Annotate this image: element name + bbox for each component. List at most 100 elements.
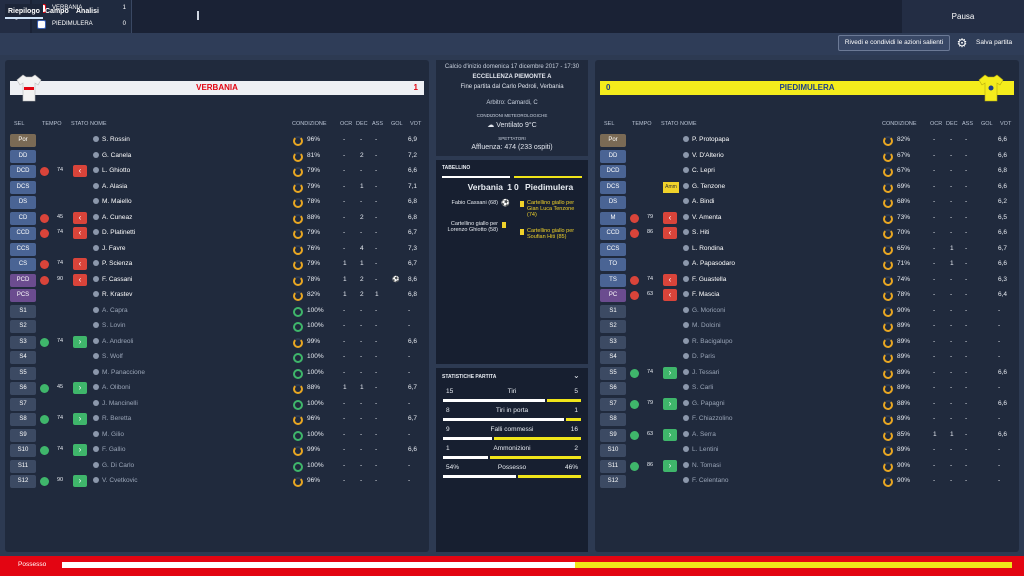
player-position[interactable]: DCD	[10, 165, 36, 178]
player-row[interactable]: S7 79 › G. Papagni 88% - - - 6,6	[600, 397, 1014, 413]
player-position[interactable]: DS	[600, 196, 626, 209]
player-row[interactable]: S4 S. Wolf 100% - - - -	[10, 350, 424, 366]
player-name[interactable]: A. Papasodaro	[692, 260, 736, 267]
player-row[interactable]: S5 M. Panaccione 100% - - - -	[10, 366, 424, 382]
player-position[interactable]: S1	[600, 304, 626, 318]
player-name[interactable]: M. Panaccione	[102, 368, 145, 376]
player-name[interactable]: F. Mascia	[692, 291, 720, 298]
gear-icon[interactable]: ⚙	[956, 36, 968, 50]
player-name[interactable]: A. Andreoli	[102, 337, 134, 345]
sub-in-button[interactable]: ›	[663, 428, 677, 441]
player-position[interactable]: CS	[10, 258, 36, 271]
sub-in-button[interactable]: ›	[663, 366, 677, 379]
player-name[interactable]: S. Carli	[692, 384, 714, 391]
player-name[interactable]: N. Tomasi	[692, 461, 721, 469]
player-row[interactable]: S5 74 › J. Tessari 89% - - - 6,6	[600, 366, 1014, 382]
player-row[interactable]: S12 90 › V. Cvetkovic 96% - - - -	[10, 474, 424, 490]
player-row[interactable]: S1 A. Capra 100% - - - -	[10, 304, 424, 320]
player-position[interactable]: S9	[10, 428, 36, 442]
player-position[interactable]: S2	[600, 320, 626, 333]
player-name[interactable]: M. Maiello	[102, 198, 132, 205]
player-row[interactable]: DCS Amm G. Tenzone 69% - - - 6,6	[600, 180, 1014, 196]
player-name[interactable]: R. Beretta	[102, 415, 132, 422]
player-name[interactable]: G. Tenzone	[692, 182, 726, 190]
tab-campo[interactable]: Campo	[45, 8, 69, 15]
player-position[interactable]: M	[600, 211, 626, 225]
chevron-down-icon[interactable]: ⌄	[573, 371, 580, 380]
player-row[interactable]: S8 74 › R. Beretta 96% - - - 6,7	[10, 412, 424, 428]
player-name[interactable]: L. Ghiotto	[102, 167, 131, 174]
player-position[interactable]: S7	[600, 397, 626, 411]
player-name[interactable]: P. Protopapa	[692, 136, 730, 143]
sub-out-button[interactable]: ‹	[73, 211, 87, 224]
sub-in-button[interactable]: ›	[73, 413, 87, 425]
player-name[interactable]: J. Tessari	[692, 368, 720, 376]
player-position[interactable]: S6	[10, 382, 36, 395]
player-row[interactable]: S3 R. Bacigalupo 89% - - - -	[600, 335, 1014, 351]
sub-out-button[interactable]: ‹	[73, 227, 87, 239]
player-name[interactable]: R. Krastev	[102, 291, 133, 298]
player-row[interactable]: DCS A. Alasia 79% - 1 - 7,1	[10, 180, 424, 196]
player-name[interactable]: R. Bacigalupo	[692, 337, 733, 345]
player-name[interactable]: V. Cvetkovic	[102, 477, 138, 484]
player-position[interactable]: DD	[10, 149, 36, 163]
player-name[interactable]: F. Gallio	[102, 446, 126, 453]
player-name[interactable]: S. Wolf	[102, 353, 123, 360]
player-position[interactable]: PC	[600, 289, 626, 302]
player-position[interactable]: CD	[10, 211, 36, 225]
player-name[interactable]: A. Oliboni	[102, 384, 131, 391]
sub-out-button[interactable]: ‹	[663, 227, 677, 239]
player-name[interactable]: L. Rondina	[692, 244, 724, 252]
player-position[interactable]: Por	[600, 134, 626, 147]
player-name[interactable]: L. Lentini	[692, 446, 719, 453]
player-position[interactable]: S9	[600, 428, 626, 442]
player-position[interactable]: DCD	[600, 165, 626, 178]
player-name[interactable]: F. Cassani	[102, 275, 133, 283]
player-position[interactable]: DCS	[600, 180, 626, 194]
tab-analisi[interactable]: Analisi	[76, 8, 99, 15]
sub-in-button[interactable]: ›	[73, 335, 87, 348]
player-row[interactable]: S2 S. Lovin 100% - - - -	[10, 319, 424, 335]
player-position[interactable]: CCD	[10, 227, 36, 240]
player-position[interactable]: S3	[10, 335, 36, 349]
player-position[interactable]: S5	[10, 366, 36, 380]
sub-out-button[interactable]: ‹	[663, 211, 677, 224]
player-name[interactable]: S. Hiti	[692, 229, 710, 236]
player-row[interactable]: S2 M. Dolcini 89% - - - -	[600, 319, 1014, 335]
player-row[interactable]: DD G. Canela 81% - 2 - 7,2	[10, 149, 424, 165]
player-name[interactable]: S. Lovin	[102, 322, 126, 329]
player-name[interactable]: A. Serra	[692, 430, 716, 438]
player-row[interactable]: CD 45 ‹ A. Cuneaz 88% - 2 - 6,8	[10, 211, 424, 227]
player-row[interactable]: S6 S. Carli 89% - - - -	[600, 381, 1014, 397]
player-name[interactable]: A. Bindi	[692, 198, 715, 205]
player-row[interactable]: S10 L. Lentini 89% - - - -	[600, 443, 1014, 459]
player-position[interactable]: DCS	[10, 180, 36, 194]
pause-button[interactable]: Pausa	[902, 0, 1024, 33]
player-position[interactable]: S1	[10, 304, 36, 318]
player-position[interactable]: S10	[600, 444, 626, 457]
tab-riepilogo[interactable]: Riepilogo	[5, 4, 43, 19]
player-row[interactable]: TS 74 ‹ F. Guastella 74% - - - 6,3	[600, 273, 1014, 289]
player-name[interactable]: J. Favre	[102, 244, 126, 252]
share-highlights-button[interactable]: Rivedi e condividi le azioni salienti	[838, 35, 950, 51]
player-name[interactable]: D. Platinetti	[102, 229, 136, 236]
player-name[interactable]: G. Moriconi	[692, 306, 726, 314]
player-row[interactable]: CCS L. Rondina 65% - 1 - 6,7	[600, 242, 1014, 258]
player-position[interactable]: S4	[10, 351, 36, 364]
player-position[interactable]: PCS	[10, 289, 36, 302]
player-row[interactable]: CCD 74 ‹ D. Platinetti 79% - - - 6,7	[10, 226, 424, 242]
player-name[interactable]: A. Alasia	[102, 182, 128, 190]
player-row[interactable]: Por P. Protopapa 82% - - - 6,6	[600, 133, 1014, 149]
player-name[interactable]: J. Mancinelli	[102, 399, 138, 407]
player-position[interactable]: CCS	[10, 242, 36, 256]
player-name[interactable]: G. Canela	[102, 151, 132, 159]
player-position[interactable]: TO	[600, 258, 626, 271]
player-row[interactable]: Por S. Rossin 96% - - - 6,9	[10, 133, 424, 149]
sub-out-button[interactable]: ‹	[73, 258, 87, 270]
player-name[interactable]: M. Dolcini	[692, 322, 721, 329]
sub-in-button[interactable]: ›	[663, 459, 677, 472]
sub-in-button[interactable]: ›	[73, 444, 87, 456]
player-name[interactable]: A. Cuneaz	[102, 213, 133, 221]
save-match-button[interactable]: Salva partita	[976, 39, 1013, 46]
player-row[interactable]: PCD 90 ‹ F. Cassani 78% 1 2 - ⚽ 8,6	[10, 273, 424, 289]
